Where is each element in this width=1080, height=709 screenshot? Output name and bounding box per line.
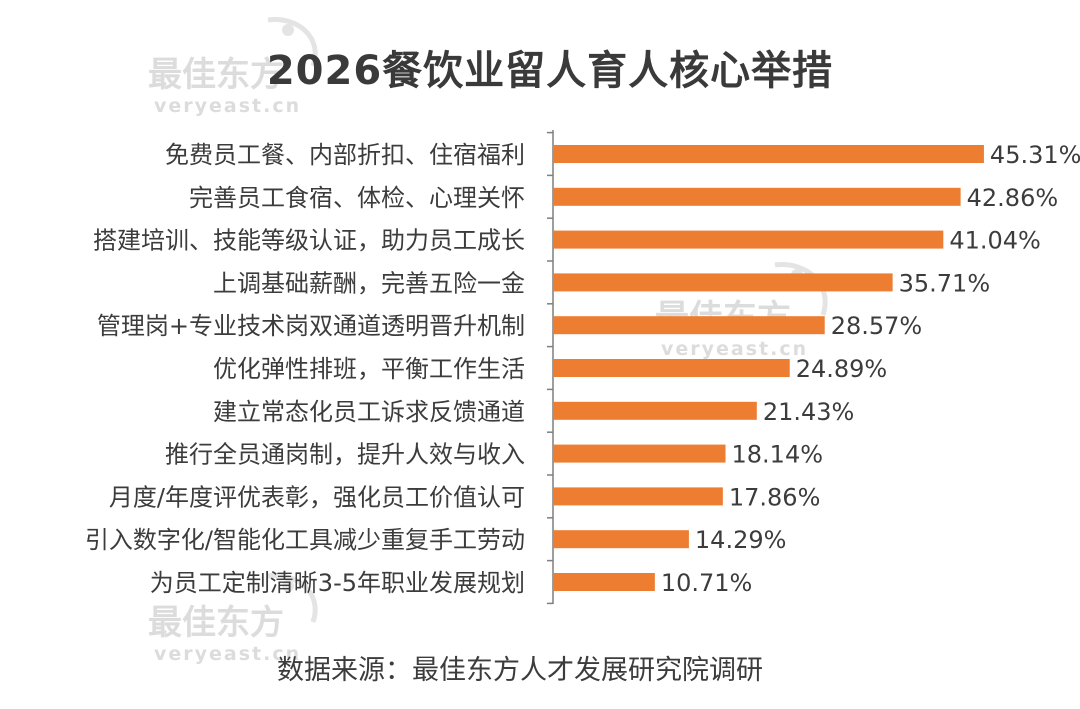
value-label: 45.31%: [990, 141, 1080, 169]
bar: [553, 187, 961, 206]
value-label: 28.57%: [831, 312, 923, 340]
category-label: 建立常态化员工诉求反馈通道: [213, 398, 525, 426]
category-label: 月度/年度评优表彰，强化员工价值认可: [109, 483, 525, 511]
value-label: 10.71%: [661, 569, 753, 597]
bars-group: 免费员工餐、内部折扣、住宿福利 45.31% 完善员工食宿、体检、心理关怀 42.86…: [85, 130, 1080, 605]
category-label: 优化弹性排班，平衡工作生活: [213, 355, 525, 383]
chart-title: 2026餐饮业留人育人核心举措: [266, 48, 834, 94]
value-label: 42.86%: [967, 184, 1059, 212]
bar: [553, 230, 944, 249]
category-label: 管理岗+专业技术岗双通道透明晋升机制: [97, 312, 525, 340]
value-label: 17.86%: [729, 483, 821, 511]
bar: [553, 487, 723, 506]
value-label: 35.71%: [899, 269, 991, 297]
category-label: 为员工定制清晰3-5年职业发展规划: [150, 569, 525, 597]
bar: [553, 444, 726, 463]
category-label: 搭建培训、技能等级认证，助力员工成长: [93, 227, 525, 255]
bar: [553, 573, 655, 591]
bar: [553, 273, 893, 292]
bar: [553, 359, 790, 377]
bar: [553, 316, 825, 335]
value-label: 24.89%: [796, 355, 888, 383]
bar: [553, 401, 757, 420]
category-label: 免费员工餐、内部折扣、住宿福利: [165, 141, 525, 169]
bar: [553, 530, 689, 549]
value-label: 14.29%: [695, 526, 787, 554]
category-label: 引入数字化/智能化工具减少重复手工劳动: [85, 526, 525, 554]
value-label: 18.14%: [732, 441, 824, 469]
value-label: 21.43%: [763, 398, 855, 426]
data-source-note: 数据来源：最佳东方人才发展研究院调研: [277, 655, 763, 686]
bar: [553, 145, 984, 163]
category-label: 上调基础薪酬，完善五险一金: [213, 269, 525, 297]
category-label: 完善员工食宿、体检、心理关怀: [189, 184, 525, 212]
category-label: 推行全员通岗制，提升人效与收入: [165, 441, 525, 469]
value-label: 41.04%: [949, 227, 1041, 255]
